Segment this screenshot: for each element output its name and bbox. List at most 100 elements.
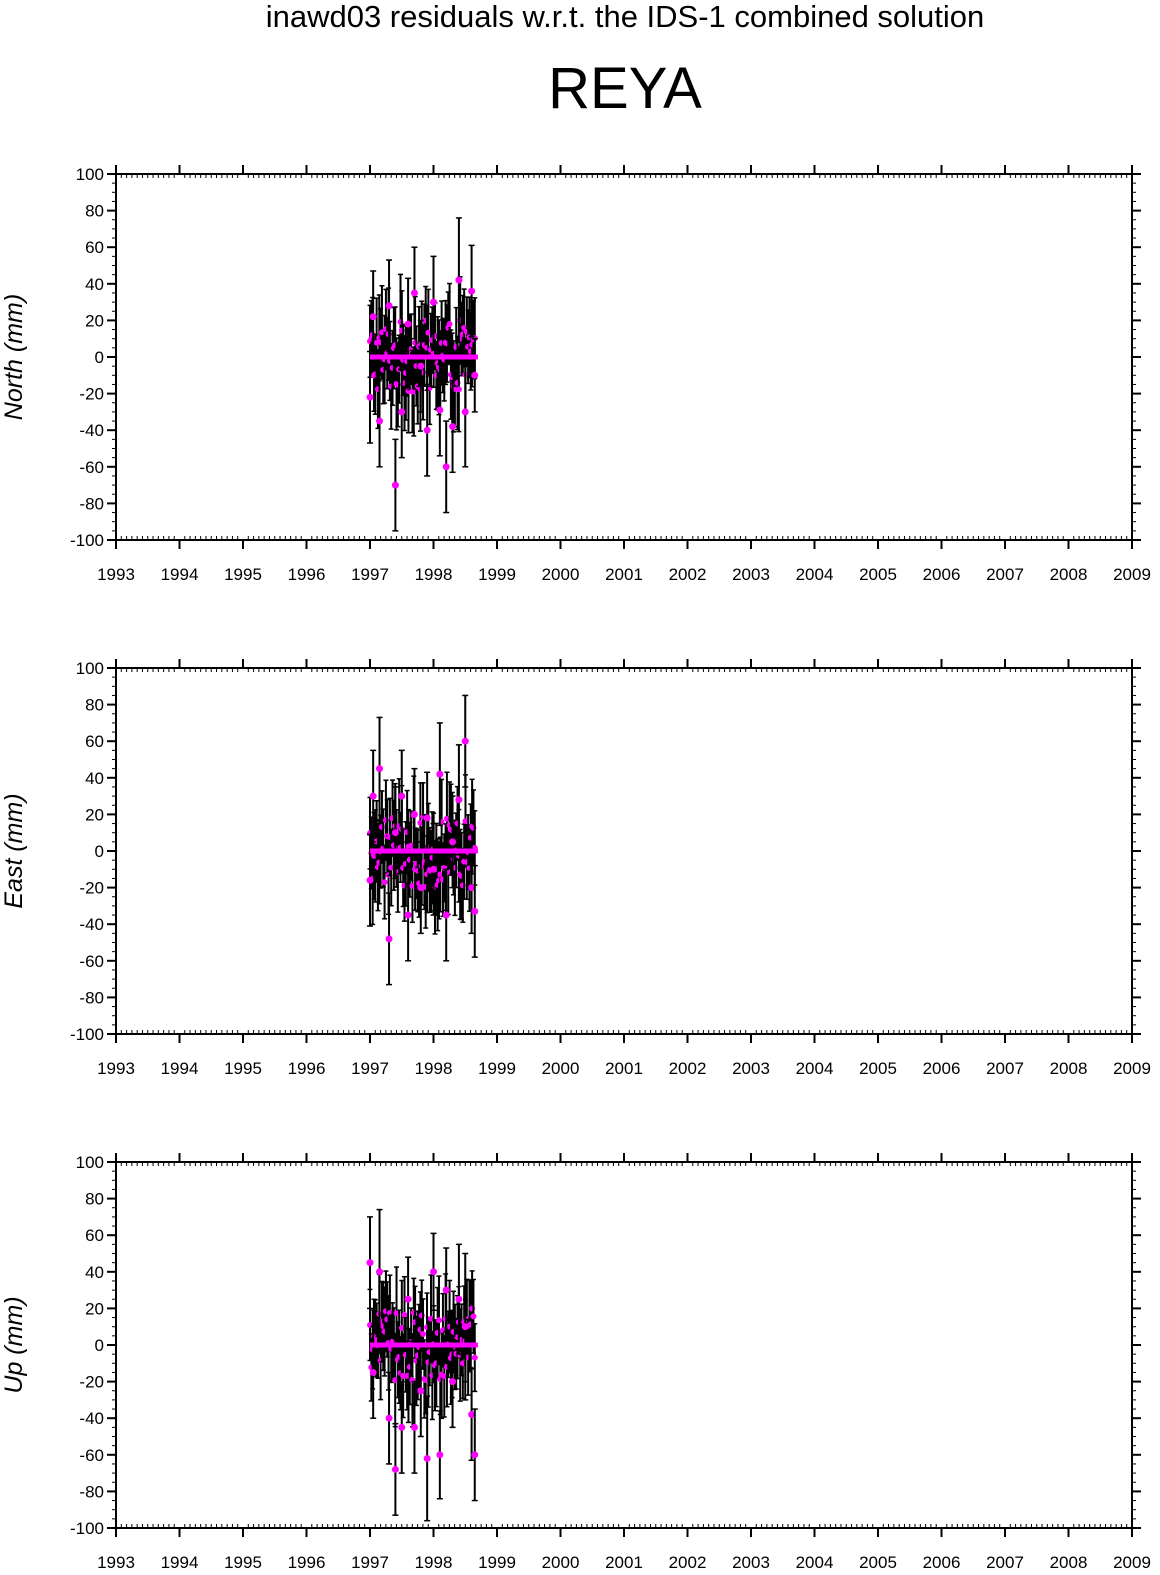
y-tick-label: 20 — [85, 1299, 104, 1318]
data-point — [423, 814, 431, 822]
x-tick-label: 2004 — [796, 565, 834, 584]
data-point — [410, 1423, 418, 1431]
y-axis: 100 80 60 40 20 0 -20 -40 -60 -80 -100 — [70, 165, 1141, 550]
series — [366, 694, 479, 986]
data-point — [449, 838, 457, 846]
residual-point — [392, 1377, 399, 1384]
y-tick-label: 40 — [85, 275, 104, 294]
y-tick-label: 60 — [85, 238, 104, 257]
data-point — [404, 320, 412, 328]
x-tick-label: 2004 — [796, 1553, 834, 1572]
x-tick-label: 2007 — [986, 1059, 1024, 1078]
residual-cloud — [367, 1266, 478, 1428]
x-tick-label: 2002 — [669, 1059, 707, 1078]
x-tick-label: 2003 — [732, 565, 770, 584]
residual-point — [471, 1354, 478, 1361]
x-tick-label: 2006 — [923, 565, 961, 584]
data-point — [430, 298, 437, 306]
data-point — [449, 1378, 457, 1386]
data-point — [391, 829, 399, 837]
data-point — [366, 1259, 374, 1267]
y-tick-label: -60 — [79, 952, 104, 971]
residual-point — [435, 1317, 442, 1324]
data-point — [461, 408, 469, 416]
plot-frame — [115, 667, 1133, 1035]
y-tick-label: 0 — [95, 1336, 104, 1355]
data-point — [436, 406, 444, 414]
data-point — [366, 393, 374, 401]
data-point — [442, 1286, 450, 1294]
data-point — [471, 907, 479, 915]
panel-north: 1993 1994 1995 1996 1997 1998 1999 2000 2001 2002… — [0, 165, 1151, 584]
y-tick-label: 20 — [85, 805, 104, 824]
residual-point — [408, 842, 415, 849]
residual-point — [409, 882, 416, 889]
data-point — [398, 1423, 406, 1431]
residual-point — [437, 871, 444, 878]
panel-east: 1993 1994 1995 1996 1997 1998 1999 2000 2001 2002… — [0, 659, 1151, 1078]
y-tick-label: 100 — [76, 1153, 104, 1172]
data-point — [471, 371, 479, 379]
x-tick-label: 1994 — [161, 1553, 199, 1572]
data-point — [385, 935, 393, 943]
y-tick-label: 100 — [76, 165, 104, 184]
residual-point — [398, 1324, 405, 1331]
y-tick-label: 40 — [85, 769, 104, 788]
x-tick-label: 1993 — [97, 1553, 135, 1572]
y-tick-label: -40 — [79, 421, 104, 440]
y-axis-label: Up (mm) — [0, 1296, 28, 1393]
data-point — [461, 1323, 469, 1331]
x-tick-label: 1995 — [224, 1059, 262, 1078]
data-point — [404, 1295, 412, 1303]
data-point — [376, 1268, 384, 1276]
data-point — [398, 408, 406, 416]
x-tick-label: 1998 — [415, 1553, 453, 1572]
x-tick-label: 1994 — [161, 1059, 199, 1078]
data-point — [442, 911, 450, 919]
data-point — [417, 1387, 425, 1395]
y-tick-label: -60 — [79, 458, 104, 477]
x-tick-label: 1996 — [288, 1553, 326, 1572]
data-point — [455, 1295, 463, 1303]
x-tick-label: 1995 — [224, 1553, 262, 1572]
y-tick-label: 40 — [85, 1263, 104, 1282]
data-point — [417, 362, 425, 370]
y-tick-label: -80 — [79, 494, 104, 513]
x-tick-label: 2009 — [1113, 1553, 1151, 1572]
data-point — [369, 1368, 377, 1376]
x-tick-label: 1999 — [478, 1553, 516, 1572]
y-tick-label: -80 — [79, 1482, 104, 1501]
data-point — [385, 1414, 393, 1422]
y-tick-label: -100 — [70, 531, 104, 550]
y-tick-label: -20 — [79, 879, 104, 898]
data-point — [468, 1411, 476, 1419]
x-tick-label: 2007 — [986, 1553, 1024, 1572]
data-point — [385, 302, 393, 310]
x-tick-label: 2008 — [1050, 565, 1088, 584]
y-tick-label: 80 — [85, 696, 104, 715]
data-point — [436, 1451, 444, 1459]
residual-point — [425, 329, 432, 336]
y-tick-label: -100 — [70, 1519, 104, 1538]
data-point — [430, 1268, 437, 1276]
residual-point — [470, 1313, 477, 1320]
x-tick-label: 2005 — [859, 565, 897, 584]
x-tick-label: 2001 — [605, 565, 643, 584]
x-tick-label: 1994 — [161, 565, 199, 584]
y-tick-label: -40 — [79, 1409, 104, 1428]
data-point — [468, 287, 476, 295]
data-point — [461, 737, 469, 745]
data-point — [376, 765, 384, 773]
data-point — [369, 313, 377, 321]
x-axis: 1993 1994 1995 1996 1997 1998 1999 2000 2001 2002… — [97, 1153, 1151, 1572]
x-tick-label: 2006 — [923, 1553, 961, 1572]
residual-point — [378, 329, 385, 336]
plot-frame — [115, 1161, 1133, 1529]
data-point — [404, 911, 412, 919]
y-axis: 100 80 60 40 20 0 -20 -40 -60 -80 -100 — [70, 659, 1141, 1044]
x-tick-label: 2003 — [732, 1059, 770, 1078]
x-tick-label: 1996 — [288, 565, 326, 584]
x-tick-label: 2005 — [859, 1553, 897, 1572]
x-tick-label: 2009 — [1113, 565, 1151, 584]
y-tick-label: 0 — [95, 348, 104, 367]
